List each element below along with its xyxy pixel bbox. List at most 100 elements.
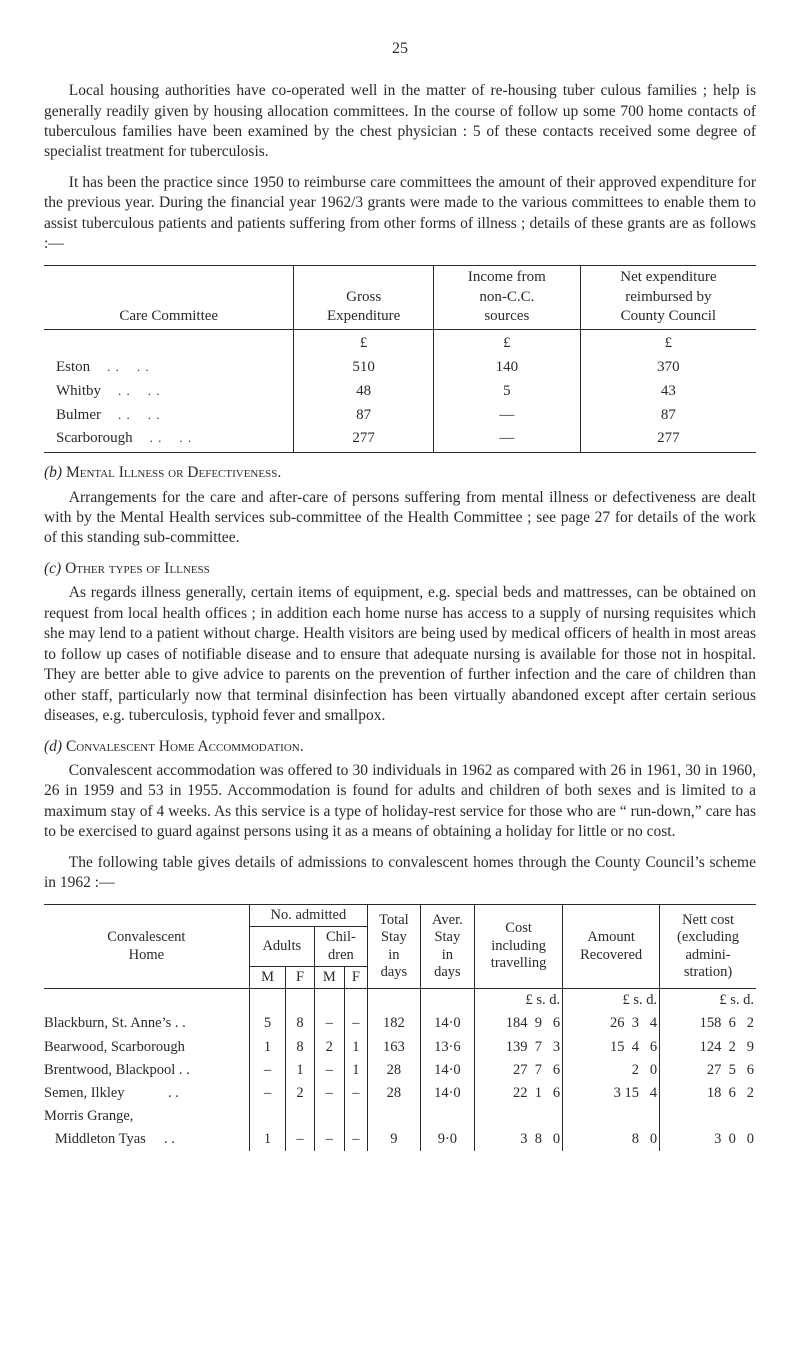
t2-h-children: Chil- dren (314, 927, 367, 967)
t2-cell: 8 (286, 1036, 315, 1059)
t2-cell: – (344, 1082, 367, 1105)
sect-b-title: Mental Illness or Defectiveness. (66, 464, 281, 481)
t2-cell: – (314, 1128, 344, 1151)
t2-unit-cost: £ s. d. (475, 989, 563, 1013)
t2-cell: – (249, 1059, 286, 1082)
paragraph-d2: The following table gives details of adm… (44, 853, 756, 894)
t2-cell: 15 4 6 (563, 1036, 660, 1059)
t2-cell: – (314, 1059, 344, 1082)
t2-cell: – (314, 1012, 344, 1035)
t2-cell: 14·0 (420, 1082, 474, 1105)
t2-cell: – (314, 1082, 344, 1105)
t1-h1: Care Committee (44, 265, 294, 329)
t2-cell: 184 9 6 (475, 1012, 563, 1035)
sect-d-label: (d) (44, 738, 62, 755)
t1-gross: 48 (294, 380, 433, 404)
t2-row: Middleton Tyas . . 1 – – – 9 9·0 3 8 0 8… (44, 1128, 756, 1151)
section-d-heading: (d) Convalescent Home Accommodation. (44, 737, 756, 757)
t2-cell: 26 3 4 (563, 1012, 660, 1035)
t2-cell: 5 (249, 1012, 286, 1035)
t2-cell: 3 0 0 (660, 1128, 756, 1151)
convalescent-table: Convalescent Home No. admitted Total Sta… (44, 904, 756, 1151)
t2-cell: 14·0 (420, 1059, 474, 1082)
t1-net: 43 (580, 380, 756, 404)
t2-row: Semen, Ilkley . . – 2 – – 28 14·0 22 1 6… (44, 1082, 756, 1105)
t2-row: Morris Grange, (44, 1105, 756, 1128)
t2-cell: 28 (368, 1059, 421, 1082)
t2-cell: 1 (344, 1036, 367, 1059)
t2-h-total: Total Stay in days (368, 904, 421, 989)
t1-net: 277 (580, 427, 756, 452)
t2-cell: 9·0 (420, 1128, 474, 1151)
t1-income: — (433, 404, 580, 428)
t1-row: Scarborough 277 — 277 (44, 427, 756, 452)
t1-unit-2: £ (294, 330, 433, 356)
t2-cell: 9 (368, 1128, 421, 1151)
t2-row: Bearwood, Scarborough 1 8 2 1 163 13·6 1… (44, 1036, 756, 1059)
t2-cell: 22 1 6 (475, 1082, 563, 1105)
t1-income: — (433, 427, 580, 452)
t1-name: Scarborough (56, 430, 133, 446)
section-b-heading: (b) Mental Illness or Defectiveness. (44, 463, 756, 483)
t2-h-nett: Nett cost (excluding admini- stration) (660, 904, 756, 989)
paragraph-c: As regards illness generally, certain it… (44, 583, 756, 726)
t2-cell: 13·6 (420, 1036, 474, 1059)
paragraph-2: It has been the practice since 1950 to r… (44, 173, 756, 255)
t1-row: Eston 510 140 370 (44, 356, 756, 380)
t2-h-cost: Cost including travelling (475, 904, 563, 989)
t2-cell: 3 15 4 (563, 1082, 660, 1105)
t2-h-aver: Aver. Stay in days (420, 904, 474, 989)
sect-c-label: (c) (44, 560, 61, 577)
paragraph-b: Arrangements for the care and after-care… (44, 488, 756, 549)
t1-unit-3: £ (433, 330, 580, 356)
t2-cell: 18 6 2 (660, 1082, 756, 1105)
sect-b-label: (b) (44, 464, 62, 481)
t2-cell: 27 5 6 (660, 1059, 756, 1082)
t2-cell: 182 (368, 1012, 421, 1035)
sect-c-title: Other types of Illness (65, 560, 210, 577)
t2-h-CF: F (344, 966, 367, 988)
t2-h-adults: Adults (249, 927, 314, 967)
t2-cell: 1 (286, 1059, 315, 1082)
t2-cell: 163 (368, 1036, 421, 1059)
t2-h-AF: F (286, 966, 315, 988)
t1-row: Whitby 48 5 43 (44, 380, 756, 404)
t2-name: Morris Grange, (44, 1105, 249, 1128)
t2-cell: 139 7 3 (475, 1036, 563, 1059)
t2-name: Blackburn, St. Anne’s . . (44, 1012, 249, 1035)
t1-name: Eston (56, 359, 90, 375)
t2-cell: 28 (368, 1082, 421, 1105)
t1-row: Bulmer 87 — 87 (44, 404, 756, 428)
t2-cell: 2 (314, 1036, 344, 1059)
t2-cell: 14·0 (420, 1012, 474, 1035)
t2-h-home: Convalescent Home (44, 904, 249, 989)
t1-h3: Income from non-C.C. sources (433, 265, 580, 329)
t2-row: Blackburn, St. Anne’s . . 5 8 – – 182 14… (44, 1012, 756, 1035)
grants-table: Care Committee Gross Expenditure Income … (44, 265, 756, 453)
t2-cell: 1 (249, 1036, 286, 1059)
t2-cell: 8 0 (563, 1128, 660, 1151)
t2-h-AM: M (249, 966, 286, 988)
t2-cell: 2 0 (563, 1059, 660, 1082)
t2-cell: – (344, 1128, 367, 1151)
t2-h-amount: Amount Recovered (563, 904, 660, 989)
t1-gross: 87 (294, 404, 433, 428)
t1-name: Whitby (56, 383, 101, 399)
t2-cell: – (286, 1128, 315, 1151)
t1-income: 5 (433, 380, 580, 404)
t2-name: Brentwood, Blackpool . . (44, 1059, 249, 1082)
t2-cell: 3 8 0 (475, 1128, 563, 1151)
t1-name: Bulmer (56, 407, 101, 423)
t2-cell: 158 6 2 (660, 1012, 756, 1035)
t1-net: 87 (580, 404, 756, 428)
t1-income: 140 (433, 356, 580, 380)
t2-cell: 8 (286, 1012, 315, 1035)
t1-unit-4: £ (580, 330, 756, 356)
t2-cell: 27 7 6 (475, 1059, 563, 1082)
t2-cell: 124 2 9 (660, 1036, 756, 1059)
t2-cell: 2 (286, 1082, 315, 1105)
sect-d-title: Convalescent Home Accommodation. (66, 738, 304, 755)
t2-h-CM: M (314, 966, 344, 988)
t2-cell: – (344, 1012, 367, 1035)
t2-unit-amount: £ s. d. (563, 989, 660, 1013)
